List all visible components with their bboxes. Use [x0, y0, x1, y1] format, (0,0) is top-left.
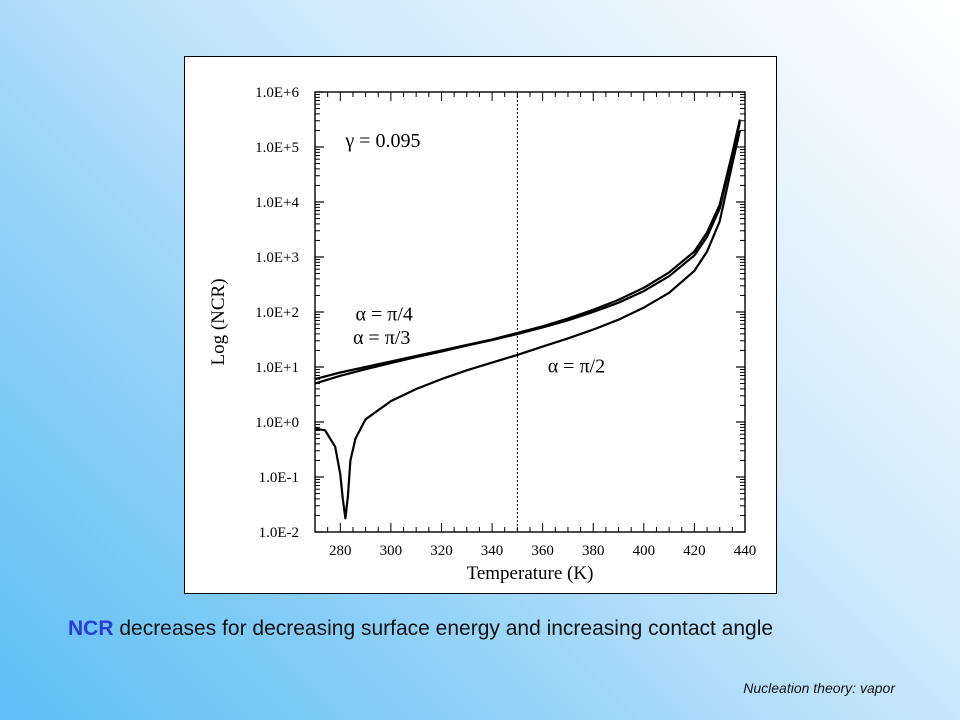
x-tick-label: 360: [531, 543, 554, 559]
y-tick-label: 1.0E+5: [255, 140, 299, 156]
y-axis-title: Log (NCR): [208, 278, 229, 365]
series-line-2: [314, 122, 741, 385]
y-tick-label: 1.0E+3: [255, 250, 299, 266]
annotation-2: α = π/4: [355, 303, 412, 325]
caption: NCR decreases for decreasing surface ene…: [68, 617, 773, 641]
x-tick-label: 440: [734, 543, 757, 559]
caption-highlight: NCR: [68, 617, 114, 640]
caption-text: decreases for decreasing surface energy …: [113, 617, 774, 640]
chart-svg: 1.0E-2 1.0E-1 1.0E+0 1.0E+1 1.0E+2 1.0E+3 1.0E…: [208, 85, 757, 584]
y-tick-label: 1.0E+1: [255, 360, 299, 376]
x-tick-label: 300: [380, 543, 403, 559]
y-tick-label: 1.0E+2: [255, 305, 299, 321]
y-tick-label: 1.0E+0: [255, 415, 299, 431]
x-tick-label: 420: [683, 543, 706, 559]
y-tick-label: 1.0E-2: [259, 525, 299, 541]
y-tick-label: 1.0E+4: [255, 195, 299, 211]
annotation-1: γ = 0.095: [344, 130, 420, 152]
x-tick-label: 340: [481, 543, 504, 559]
series-line-1: [314, 119, 741, 381]
x-tick-label: 280: [329, 543, 352, 559]
x-tick-label: 320: [430, 543, 453, 559]
series-line-3: [314, 130, 741, 520]
chart-frame: 1.0E-2 1.0E-1 1.0E+0 1.0E+1 1.0E+2 1.0E+3 1.0E…: [184, 56, 777, 594]
y-tick-label: 1.0E-1: [259, 470, 299, 486]
y-tick-label: 1.0E+6: [255, 85, 299, 101]
footer-note: Nucleation theory: vapor: [743, 680, 895, 696]
annotation-4: α = π/2: [548, 356, 605, 378]
x-tick-label: 400: [633, 543, 656, 559]
x-tick-label: 380: [582, 543, 605, 559]
annotation-3: α = π/3: [353, 327, 410, 349]
x-axis-title: Temperature (K): [467, 563, 594, 584]
